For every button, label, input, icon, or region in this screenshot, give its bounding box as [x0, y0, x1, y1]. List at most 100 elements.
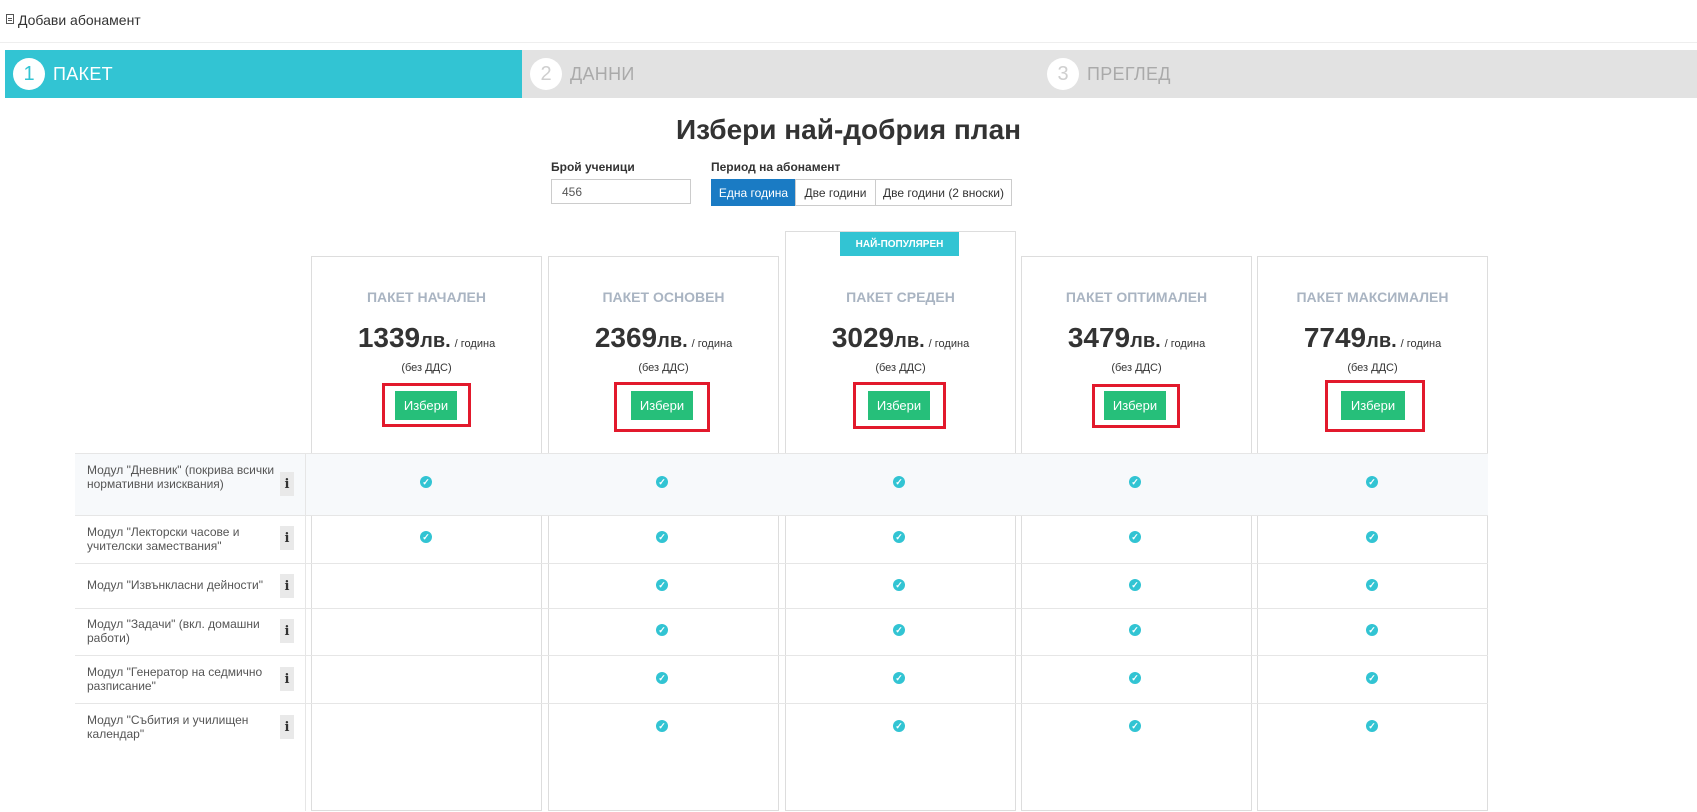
- main-heading: Избери най-добрия план: [675, 114, 1022, 145]
- wizard-steps: 1 ПАКЕТ 2 ДАННИ 3 ПРЕГЛЕД: [5, 50, 1697, 98]
- plan-price: 3479лв. / година: [1021, 322, 1252, 354]
- feature-label: Модул "Извънкласни дейности": [87, 578, 263, 592]
- check-icon: ✓: [656, 531, 668, 543]
- highlight-box: [1092, 384, 1180, 428]
- feature-label: Модул "Задачи" (вкл. домашни работи): [87, 617, 260, 645]
- check-icon: ✓: [1129, 579, 1141, 591]
- feature-row: [75, 563, 1488, 609]
- plan-name: ПАКЕТ НАЧАЛЕН: [366, 289, 487, 305]
- highlight-box: [853, 382, 946, 429]
- check-icon: ✓: [656, 720, 668, 732]
- check-icon: ✓: [893, 720, 905, 732]
- price-period: / година: [928, 338, 970, 350]
- check-icon: ✓: [1129, 624, 1141, 636]
- step-label: ПАКЕТ: [53, 63, 113, 84]
- document-icon: [6, 14, 14, 24]
- plan-price: 7749лв. / година: [1257, 322, 1488, 354]
- choose-button[interactable]: Избери: [395, 391, 457, 420]
- plan-vat: (без ДДС): [638, 362, 689, 374]
- check-icon: ✓: [893, 476, 905, 488]
- check-icon: ✓: [1366, 531, 1378, 543]
- check-icon: ✓: [893, 579, 905, 591]
- plan-price: 1339лв. / година: [311, 322, 542, 354]
- students-input[interactable]: [551, 179, 691, 204]
- step-label: ПРЕГЛЕД: [1087, 63, 1171, 84]
- plan-name: ПАКЕТ МАКСИМАЛЕН: [1296, 289, 1449, 305]
- info-button[interactable]: i: [280, 715, 294, 739]
- price-period: / година: [691, 338, 733, 350]
- period-label: Период на абонамент: [711, 160, 841, 174]
- step-number: 1: [13, 58, 45, 90]
- plan-name: ПАКЕТ ОСНОВЕН: [602, 289, 725, 305]
- check-icon: ✓: [420, 531, 432, 543]
- page-title: Добави абонамент: [18, 12, 141, 28]
- check-icon: ✓: [1366, 624, 1378, 636]
- check-icon: ✓: [893, 672, 905, 684]
- plan-vat: (без ДДС): [875, 362, 926, 374]
- step-label: ДАННИ: [570, 63, 635, 84]
- period-option-one-year[interactable]: Една година: [711, 179, 796, 206]
- price-amount: 3029: [831, 322, 895, 353]
- period-option-two-years-installments[interactable]: Две години (2 вноски): [875, 179, 1012, 206]
- check-icon: ✓: [1129, 720, 1141, 732]
- info-button[interactable]: i: [280, 619, 294, 643]
- info-button[interactable]: i: [280, 667, 294, 691]
- feature-row: [75, 608, 1488, 656]
- period-option-two-years[interactable]: Две години: [795, 179, 876, 206]
- price-currency: лв.: [894, 330, 925, 352]
- students-label: Брой ученици: [551, 160, 635, 174]
- info-button[interactable]: i: [280, 574, 294, 598]
- choose-button[interactable]: Избери: [631, 391, 693, 420]
- price-amount: 1339: [357, 322, 421, 353]
- highlight-box: [382, 383, 471, 427]
- choose-button[interactable]: Избери: [1104, 391, 1166, 420]
- feature-row: [75, 453, 1488, 516]
- highlight-box: [1325, 380, 1425, 432]
- highlight-box: [614, 382, 710, 432]
- check-icon: ✓: [420, 476, 432, 488]
- check-icon: ✓: [656, 579, 668, 591]
- check-icon: ✓: [893, 624, 905, 636]
- step-package[interactable]: 1 ПАКЕТ: [5, 50, 522, 98]
- column-divider: [305, 453, 306, 811]
- feature-row: [75, 515, 1488, 564]
- plan-price: 3029лв. / година: [785, 322, 1016, 354]
- step-data[interactable]: 2 ДАННИ: [522, 50, 1039, 98]
- check-icon: ✓: [1129, 531, 1141, 543]
- price-amount: 7749: [1303, 322, 1367, 353]
- feature-row: [75, 655, 1488, 704]
- price-amount: 2369: [594, 322, 658, 353]
- step-number: 3: [1047, 58, 1079, 90]
- feature-label: Модул "Лекторски часове и учителски заме…: [87, 525, 240, 553]
- price-currency: лв.: [420, 330, 451, 352]
- check-icon: ✓: [1366, 476, 1378, 488]
- choose-button[interactable]: Избери: [1341, 391, 1405, 420]
- period-selector: Една година Две години Две години (2 вно…: [711, 179, 1012, 206]
- check-icon: ✓: [656, 624, 668, 636]
- check-icon: ✓: [1366, 579, 1378, 591]
- info-button[interactable]: i: [280, 526, 294, 550]
- feature-row: [75, 703, 1488, 812]
- plan-vat: (без ДДС): [1111, 362, 1162, 374]
- plan-name: ПАКЕТ СРЕДЕН: [846, 289, 955, 305]
- feature-label: Модул "Генератор на седмично разписание": [87, 665, 263, 693]
- popular-badge: НАЙ-ПОПУЛЯРЕН: [840, 232, 959, 256]
- check-icon: ✓: [656, 476, 668, 488]
- price-period: / година: [1164, 338, 1206, 350]
- check-icon: ✓: [1366, 672, 1378, 684]
- feature-label: Модул "Дневник" (покрива всички норматив…: [87, 463, 275, 491]
- plan-vat: (без ДДС): [401, 362, 452, 374]
- info-button[interactable]: i: [280, 472, 294, 496]
- plan-price: 2369лв. / година: [548, 322, 779, 354]
- price-amount: 3479: [1067, 322, 1131, 353]
- price-currency: лв.: [1366, 330, 1397, 352]
- plan-name: ПАКЕТ ОПТИМАЛЕН: [1065, 289, 1208, 305]
- check-icon: ✓: [893, 531, 905, 543]
- choose-button[interactable]: Избери: [868, 391, 930, 420]
- check-icon: ✓: [1366, 720, 1378, 732]
- step-number: 2: [530, 58, 562, 90]
- price-period: / година: [1400, 338, 1442, 350]
- check-icon: ✓: [1129, 672, 1141, 684]
- price-period: / година: [454, 338, 496, 350]
- step-review[interactable]: 3 ПРЕГЛЕД: [1039, 50, 1556, 98]
